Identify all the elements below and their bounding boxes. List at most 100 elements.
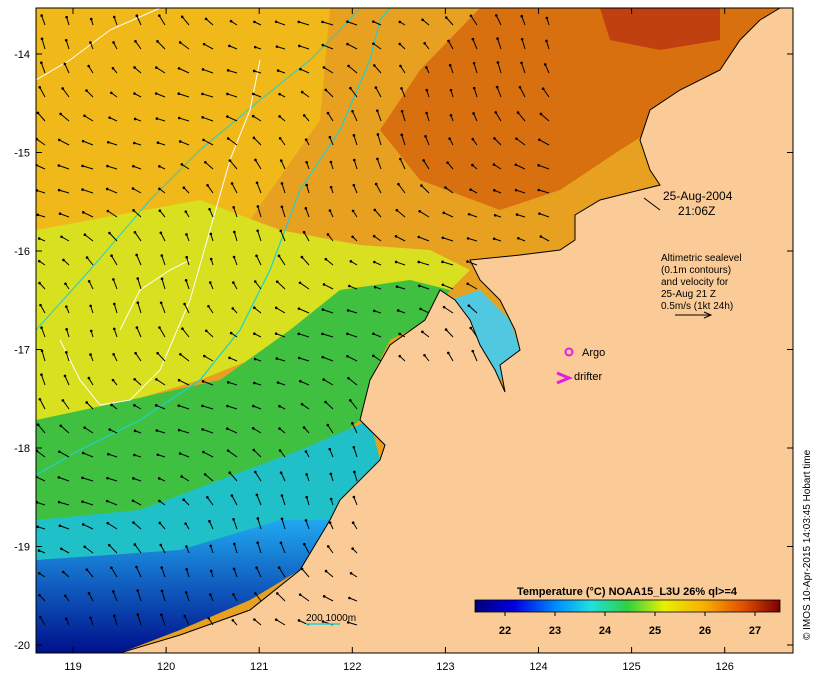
velocity-arrow [305,520,310,530]
velocity-arrow-head [231,307,235,310]
velocity-arrow [108,453,118,458]
velocity-arrow-head [132,477,135,480]
velocity-arrow-head [373,64,376,67]
velocity-arrow [137,614,142,626]
velocity-arrow [107,210,118,218]
velocity-arrow [182,328,190,338]
velocity-arrow-head [64,594,67,598]
velocity-arrow-head [324,569,328,573]
velocity-arrow [546,40,550,50]
velocity-arrow-head [158,326,161,329]
velocity-arrow-head [394,260,398,264]
velocity-arrow-head [158,209,162,213]
velocity-arrow-head [228,356,231,360]
velocity-arrow [184,303,190,314]
velocity-arrow-head [110,91,113,95]
velocity-arrow-head [157,477,161,480]
velocity-arrow [253,405,262,410]
velocity-arrow [278,567,286,578]
velocity-arrow [351,423,358,434]
velocity-arrow-head [349,86,352,90]
velocity-arrow-head [418,209,421,213]
velocity-arrow [401,134,406,146]
velocity-arrow [36,476,46,482]
velocity-arrow-head [278,427,281,430]
velocity-arrow-head [304,207,308,210]
longitude-axis: 119 120 121 122 123 124 125 126 [64,8,734,673]
velocity-arrow-head [160,254,164,257]
velocity-arrow [157,352,166,362]
velocity-arrow-head [321,355,325,359]
velocity-arrow-head [256,229,259,233]
velocity-arrow [58,476,70,482]
velocity-arrow [396,286,406,290]
velocity-arrow-head [158,499,161,503]
velocity-arrow-head [297,619,301,622]
velocity-arrow [227,405,238,410]
velocity-arrow-head [423,354,426,357]
colorbar-tick-label: 22 [499,625,511,637]
velocity-arrow [109,429,118,434]
velocity-arrow-head [252,448,256,452]
velocity-arrow [276,358,286,362]
velocity-arrow [443,212,454,218]
velocity-arrow-head [180,15,184,19]
velocity-arrow [137,302,142,314]
velocity-arrow-head [159,543,163,547]
velocity-arrow [347,43,358,50]
velocity-arrow-head [422,159,425,162]
velocity-arrow [325,258,334,266]
velocity-arrow [159,327,166,338]
velocity-arrow-head [278,115,281,118]
velocity-arrow-head [469,326,473,330]
velocity-arrow-head [135,326,139,329]
velocity-arrow [348,377,358,386]
velocity-arrow-head [352,495,356,499]
velocity-arrow-head [277,566,281,570]
velocity-arrow [519,87,526,98]
velocity-arrow [109,117,118,122]
date-label: 25-Aug-2004 [663,189,733,203]
velocity-arrow-head [372,20,375,23]
velocity-arrow [134,232,142,242]
velocity-arrow-head [226,137,230,140]
velocity-arrow [418,261,430,266]
velocity-arrow-head [39,303,42,307]
velocity-arrow-head [252,136,256,140]
velocity-arrow [136,15,142,26]
velocity-arrow [178,93,190,98]
velocity-arrow [111,255,118,266]
velocity-arrow [420,308,430,314]
velocity-arrow-head [202,138,205,142]
velocity-arrow-head [417,260,421,264]
gulf-water-region [450,290,520,380]
velocity-arrow [186,569,190,578]
velocity-arrow [178,379,190,386]
velocity-arrow-head [36,449,39,453]
velocity-arrow [275,619,286,626]
velocity-arrow-head [226,69,230,72]
velocity-arrow [185,592,190,602]
velocity-arrow [422,331,430,338]
velocity-arrow [181,476,190,482]
velocity-arrow-head [37,237,41,240]
velocity-arrow-head [471,163,474,167]
velocity-arrow-head [133,66,136,69]
velocity-arrow-head [229,19,233,23]
velocity-arrow-head [395,208,399,212]
velocity-arrow-head [62,258,65,262]
velocity-arrow [350,87,358,98]
velocity-arrow-head [425,66,428,69]
velocity-arrow [137,590,142,602]
velocity-arrow [353,471,358,482]
velocity-arrow-head [302,542,306,546]
lat-tick-label: -14 [14,49,30,61]
velocity-arrow-head [324,257,328,261]
velocity-arrow [276,593,286,602]
velocity-arrow-head [348,399,352,402]
velocity-arrow-head [545,39,548,43]
velocity-arrow-head [206,183,209,187]
velocity-arrow-head [423,41,426,45]
velocity-arrow-head [305,495,309,499]
velocity-arrow-head [178,140,182,143]
